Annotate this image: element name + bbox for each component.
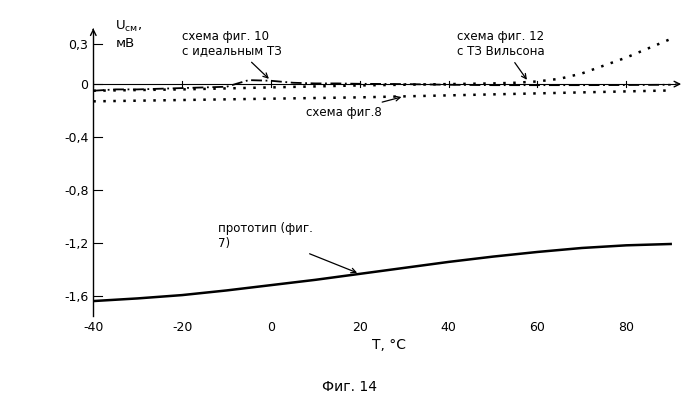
Text: схема фиг. 12
с ТЗ Вильсона: схема фиг. 12 с ТЗ Вильсона — [457, 30, 545, 79]
Text: мВ: мВ — [115, 37, 135, 50]
Text: схема фиг.8: схема фиг.8 — [306, 96, 400, 118]
Text: прототип (фиг.
7): прототип (фиг. 7) — [217, 222, 356, 273]
Text: U$_{\mathregular{см}}$,: U$_{\mathregular{см}}$, — [115, 19, 143, 34]
X-axis label: T, °C: T, °C — [372, 339, 405, 352]
Text: схема фиг. 10
с идеальным ТЗ: схема фиг. 10 с идеальным ТЗ — [182, 30, 282, 78]
Text: Фиг. 14: Фиг. 14 — [322, 380, 377, 394]
